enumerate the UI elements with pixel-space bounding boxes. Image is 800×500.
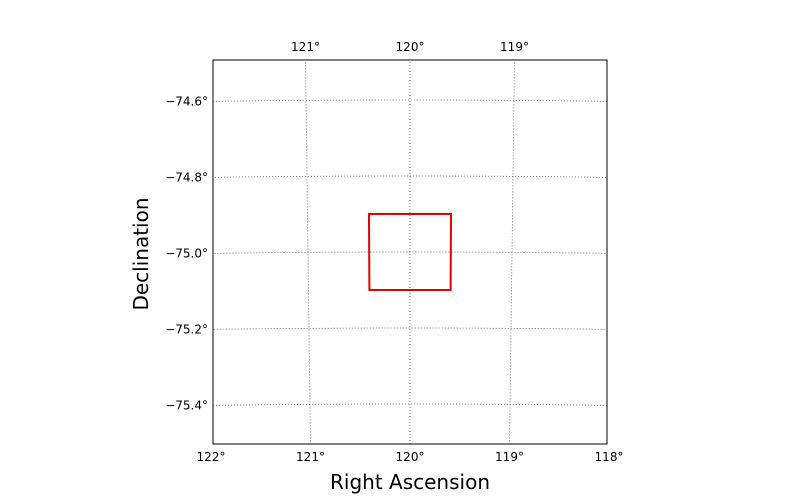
meridian-line bbox=[305, 60, 311, 444]
plot-frame bbox=[212, 59, 608, 445]
region-box bbox=[367, 213, 453, 292]
tick-labels: 122° 121° 120° 119° 118° 121° 120° 119° −74.6° −7… bbox=[165, 40, 623, 464]
top-tick-label: 121° bbox=[291, 40, 320, 54]
x-tick-label: 122° bbox=[197, 450, 226, 464]
x-tick-label: 119° bbox=[495, 450, 524, 464]
x-tick-label: 118° bbox=[595, 450, 624, 464]
x-tick-label: 121° bbox=[296, 450, 325, 464]
parallel-line bbox=[213, 175, 607, 178]
y-tick-label: −74.8° bbox=[165, 170, 208, 184]
y-tick-label: −74.6° bbox=[165, 94, 208, 108]
y-tick-label: −75.4° bbox=[165, 398, 208, 412]
top-tick-label: 119° bbox=[500, 40, 529, 54]
graticule-grid bbox=[213, 26, 620, 482]
y-tick-label: −75.2° bbox=[165, 322, 208, 336]
meridian-line bbox=[509, 60, 515, 444]
parallel-line bbox=[213, 251, 607, 254]
region-layer bbox=[367, 213, 453, 292]
parallel-line bbox=[213, 327, 607, 330]
y-axis-label: Declination bbox=[129, 197, 153, 310]
meridian-line bbox=[608, 26, 620, 482]
y-tick-label: −75.0° bbox=[165, 246, 208, 260]
x-tick-label: 120° bbox=[396, 450, 425, 464]
x-axis-label: Right Ascension bbox=[330, 470, 490, 494]
top-tick-label: 120° bbox=[396, 40, 425, 54]
